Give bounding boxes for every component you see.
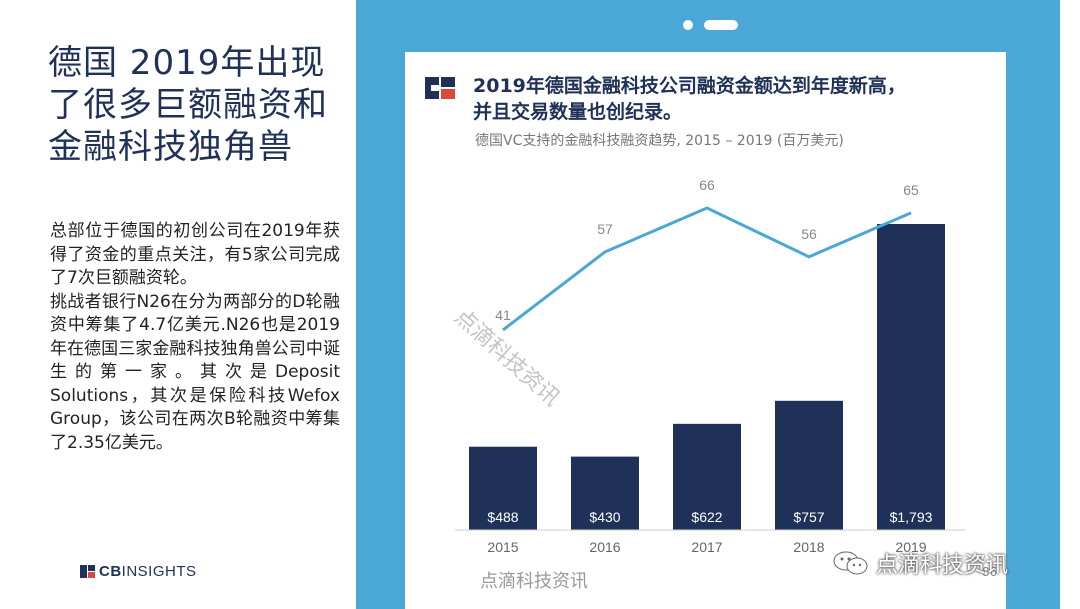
- line-label-2019: 65: [903, 182, 919, 198]
- x-tick-2018: 2018: [793, 539, 824, 555]
- slide-body-text: 总部位于德国的初创公司在2019年获得了资金的重点关注，有5家公司完成了7次巨额…: [50, 221, 340, 453]
- cb-chart-icon: [425, 77, 455, 99]
- cb-logo-icon: [80, 565, 95, 578]
- bar-2017: [673, 423, 741, 530]
- bar-label-2017: $622: [691, 509, 722, 525]
- x-tick-2017: 2017: [691, 539, 722, 555]
- wechat-badge: 点滴科技资讯: [832, 547, 1008, 579]
- tablet-speaker-bar: [704, 20, 738, 30]
- x-tick-2015: 2015: [487, 539, 518, 555]
- tablet-camera-dot: [683, 20, 693, 30]
- bar-label-2019: $1,793: [890, 509, 933, 525]
- logo-bold-text: CB: [99, 563, 122, 580]
- line-label-2016: 57: [597, 221, 613, 237]
- bar-2018: [775, 400, 843, 530]
- page-number: 86: [982, 565, 998, 579]
- bar-label-2015: $488: [487, 509, 518, 525]
- cb-insights-logo: CBINSIGHTS: [80, 563, 197, 580]
- chart-title: 2019年德国金融科技公司融资金额达到年度新高， 并且交易数量也创纪录。: [473, 75, 906, 123]
- bar-2015: [469, 446, 537, 530]
- bar-2019: [877, 224, 945, 530]
- bar-2016: [571, 456, 639, 530]
- x-tick-2016: 2016: [589, 539, 620, 555]
- wechat-label: 点滴科技资讯: [876, 553, 1009, 578]
- line-label-2015: 41: [495, 307, 511, 323]
- chart-subtitle: 德国VC支持的金融科技融资趋势, 2015 – 2019 (百万美元): [475, 133, 844, 149]
- line-label-2017: 66: [699, 177, 715, 193]
- bar-label-2016: $430: [589, 509, 620, 525]
- deal-count-line: [502, 206, 912, 332]
- logo-normal-text: INSIGHTS: [121, 563, 197, 580]
- slide-title: 德国 2019年出现了很多巨额融资和金融科技独角兽: [48, 43, 328, 167]
- x-tick-2019: 2019: [895, 539, 926, 555]
- footer-watermark: 点滴科技资讯: [480, 571, 588, 592]
- bar-label-2018: $757: [793, 509, 824, 525]
- wechat-icon: [833, 551, 868, 575]
- line-label-2018: 56: [801, 226, 817, 242]
